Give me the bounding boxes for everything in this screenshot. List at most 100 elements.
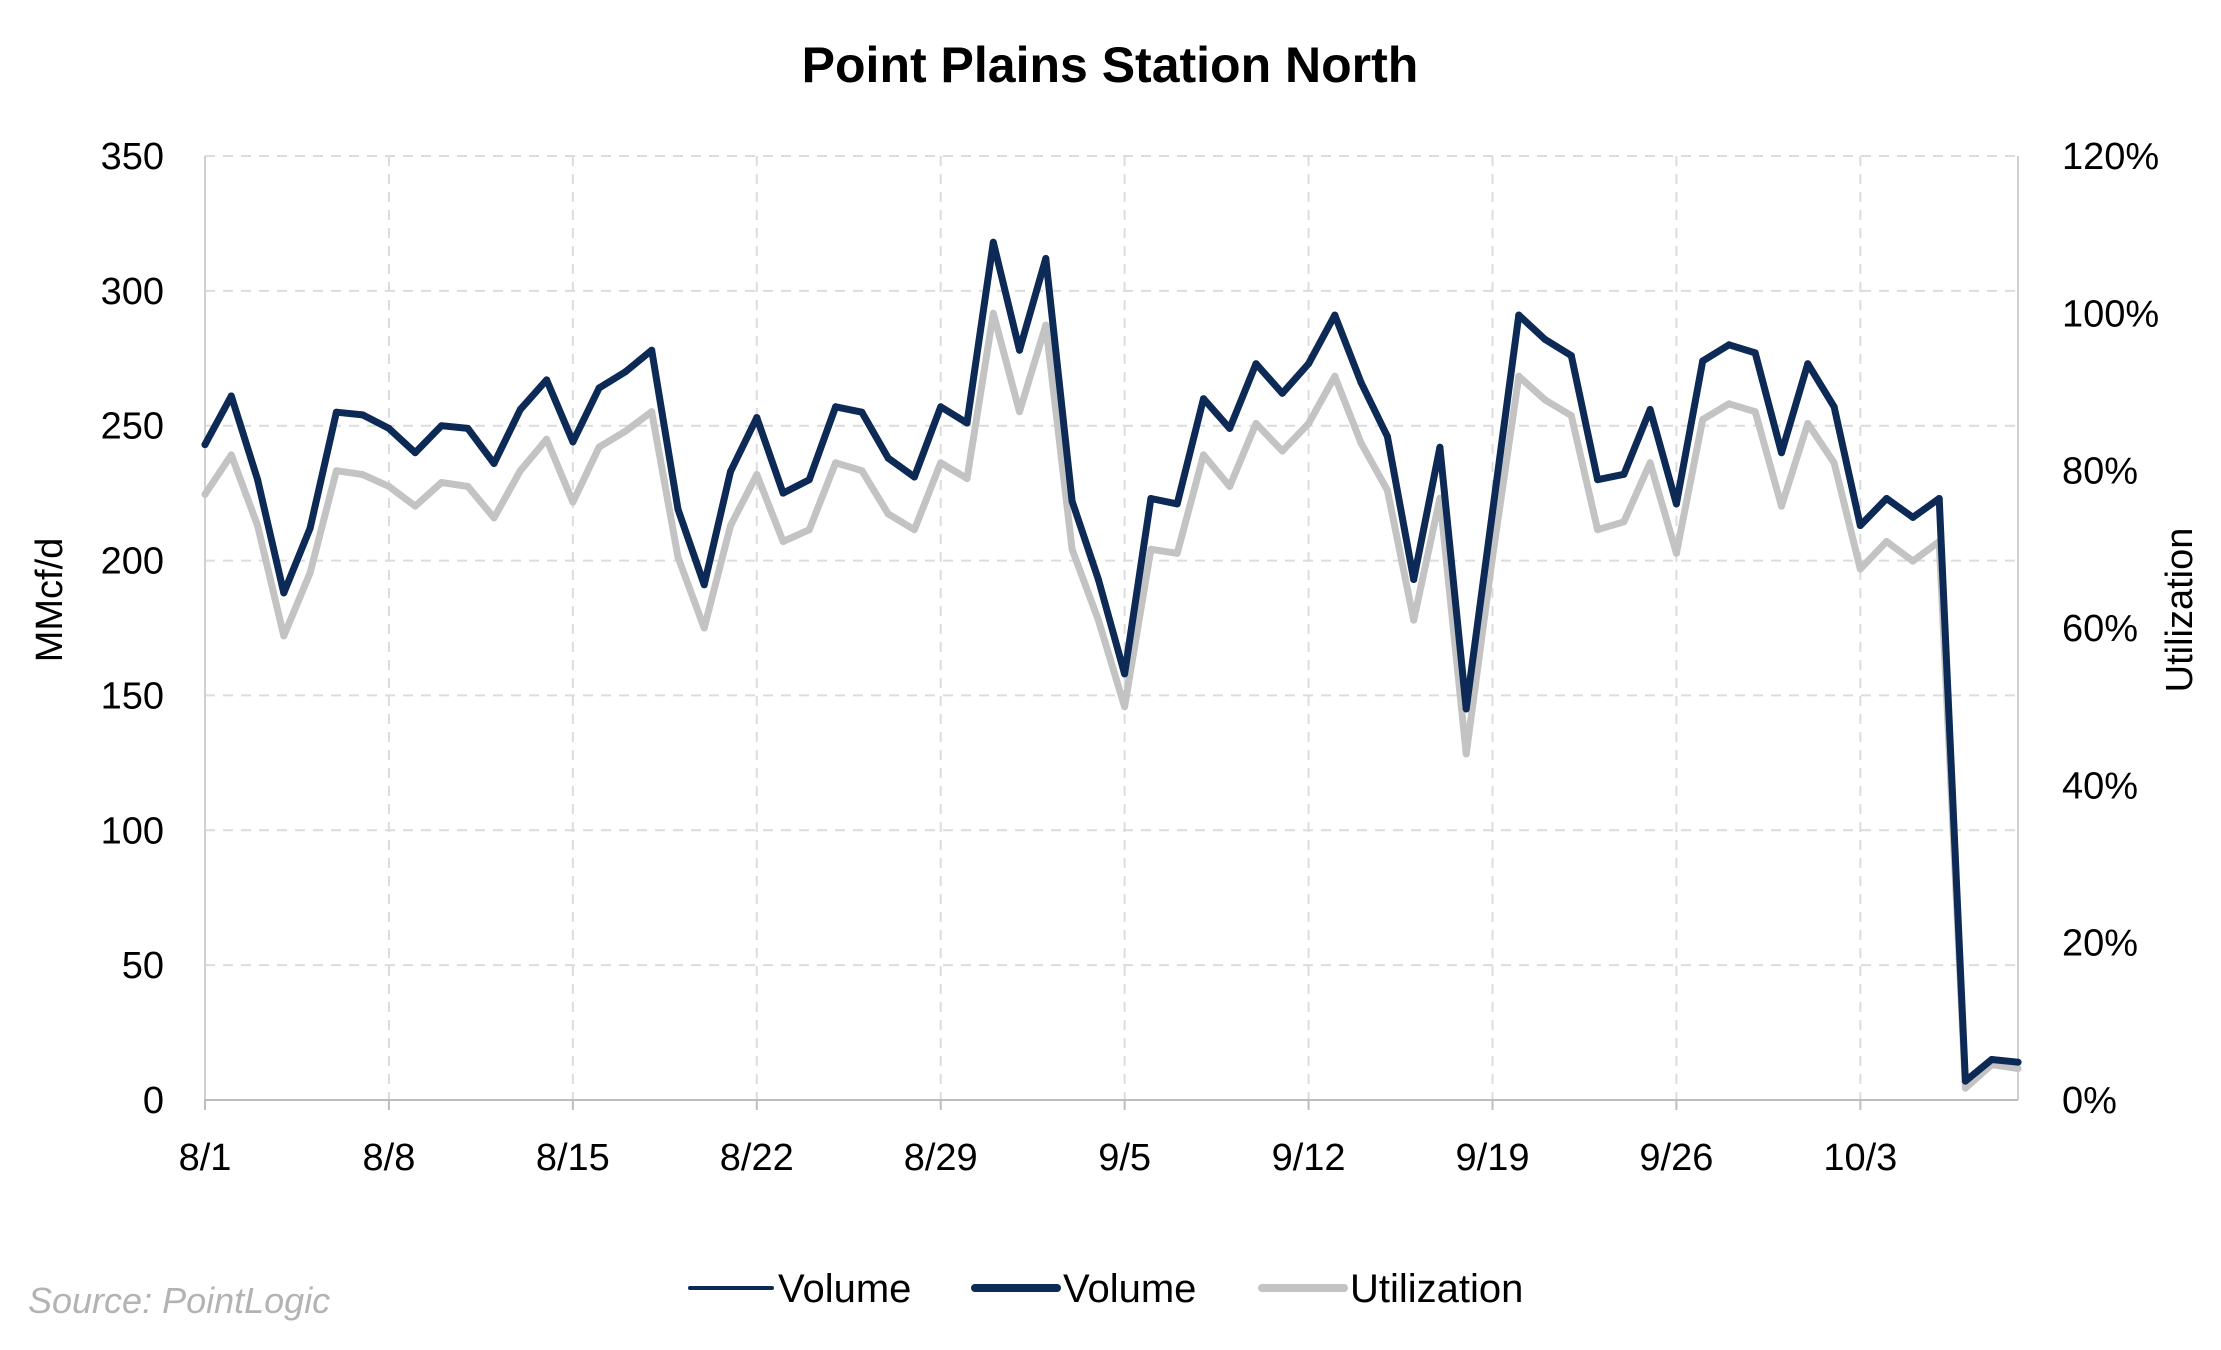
y-tick-label: 50 xyxy=(122,945,164,987)
data-point-volume xyxy=(1252,360,1260,368)
data-point-utilization xyxy=(1961,1084,1969,1092)
data-point-volume xyxy=(1541,335,1549,343)
data-point-utilization xyxy=(1305,420,1313,427)
y2-tick-label: 20% xyxy=(2062,923,2138,965)
x-tick-label: 8/15 xyxy=(536,1137,610,1179)
data-point-volume xyxy=(1830,403,1838,411)
data-point-utilization xyxy=(937,459,945,467)
data-point-volume xyxy=(1778,449,1785,457)
x-tick-label: 8/22 xyxy=(720,1137,794,1179)
data-point-volume xyxy=(1042,255,1050,262)
data-point-volume xyxy=(227,392,235,400)
data-point-volume xyxy=(963,419,971,427)
data-point-utilization xyxy=(1462,750,1470,758)
y-tick-label: 350 xyxy=(101,136,164,178)
left-y-tick-labels: 0 50 100 150 200 250 300 350 xyxy=(101,136,164,1122)
data-point-utilization xyxy=(753,471,761,479)
data-point-volume xyxy=(490,460,498,467)
y-tick-label: 250 xyxy=(101,406,164,448)
data-point-utilization xyxy=(1173,549,1181,557)
data-point-utilization xyxy=(1515,372,1523,380)
data-point-volume xyxy=(1226,424,1234,432)
right-y-tick-labels: 0% 20% 40% 60% 80% 100% 120% xyxy=(2062,136,2159,1122)
data-point-utilization xyxy=(464,482,472,490)
data-point-utilization xyxy=(306,569,314,577)
x-tick-label: 8/29 xyxy=(904,1137,978,1179)
data-point-utilization xyxy=(516,467,524,475)
data-point-utilization xyxy=(201,490,209,498)
data-point-volume xyxy=(805,476,813,484)
data-point-volume xyxy=(1016,346,1023,354)
data-point-volume xyxy=(1935,495,1943,502)
data-point-volume xyxy=(910,473,918,481)
data-point-volume xyxy=(1331,311,1339,319)
data-point-volume xyxy=(1200,395,1207,403)
y2-tick-label: 100% xyxy=(2062,293,2159,335)
data-point-utilization xyxy=(779,538,787,545)
data-point-volume xyxy=(359,411,367,419)
y-axis-title-right: Utilization xyxy=(2159,528,2201,693)
x-tick-label: 8/1 xyxy=(179,1137,232,1179)
axes xyxy=(204,156,2019,1101)
data-point-volume xyxy=(332,408,340,416)
data-point-utilization xyxy=(1042,321,1050,329)
legend-label: Utilization xyxy=(1350,1267,1523,1311)
data-point-utilization xyxy=(858,467,866,475)
y2-tick-label: 80% xyxy=(2062,451,2138,493)
y-tick-label: 0 xyxy=(143,1080,164,1122)
data-point-utilization xyxy=(674,553,682,561)
data-point-utilization xyxy=(1147,545,1155,553)
data-point-volume xyxy=(1988,1056,1996,1063)
data-point-volume xyxy=(1515,311,1523,319)
data-point-volume xyxy=(1883,495,1891,502)
data-point-volume xyxy=(1856,522,1864,529)
data-point-utilization xyxy=(1778,502,1785,510)
y2-tick-label: 60% xyxy=(2062,608,2138,650)
data-point-utilization xyxy=(543,435,551,443)
data-point-utilization xyxy=(1672,549,1680,557)
data-point-utilization xyxy=(280,632,288,640)
data-point-utilization xyxy=(1804,420,1812,427)
data-point-volume xyxy=(1121,670,1129,678)
data-point-utilization xyxy=(1856,565,1864,573)
data-point-utilization xyxy=(1909,557,1917,565)
data-point-utilization xyxy=(884,510,892,518)
data-point-volume xyxy=(1672,500,1680,508)
data-point-volume xyxy=(989,238,997,246)
data-point-utilization xyxy=(621,427,629,435)
data-point-utilization xyxy=(490,514,498,522)
legend-label: Volume xyxy=(1063,1267,1196,1311)
data-point-utilization xyxy=(1883,538,1891,545)
data-point-volume xyxy=(516,406,524,413)
data-point-utilization xyxy=(1094,616,1102,624)
data-point-volume xyxy=(937,403,945,411)
data-point-volume xyxy=(1094,576,1102,583)
data-point-volume xyxy=(1357,379,1365,387)
data-point-utilization xyxy=(595,443,603,451)
data-point-utilization xyxy=(1489,553,1496,561)
data-point-volume xyxy=(1436,443,1444,451)
x-tick-label: 9/5 xyxy=(1098,1137,1151,1179)
data-point-volume xyxy=(1594,476,1602,484)
x-tick-label: 8/8 xyxy=(363,1137,416,1179)
data-point-volume xyxy=(727,468,734,476)
data-point-utilization xyxy=(1594,526,1602,534)
series-line-utilization xyxy=(201,309,2022,1092)
y2-tick-label: 0% xyxy=(2062,1080,2117,1122)
data-point-volume xyxy=(1751,349,1759,357)
data-point-utilization xyxy=(569,498,577,506)
y2-tick-label: 40% xyxy=(2062,765,2138,807)
data-point-volume xyxy=(884,454,892,462)
data-point-utilization xyxy=(648,408,656,416)
data-point-volume xyxy=(1567,352,1575,360)
data-point-volume xyxy=(674,505,682,513)
data-point-utilization xyxy=(910,526,918,534)
chart-title: Point Plains Station North xyxy=(802,37,1419,93)
data-point-volume xyxy=(858,408,866,416)
data-point-volume xyxy=(700,581,708,589)
y-tick-label: 300 xyxy=(101,271,164,313)
data-point-volume xyxy=(385,424,393,432)
data-point-utilization xyxy=(332,467,340,475)
data-point-utilization xyxy=(2014,1065,2022,1072)
